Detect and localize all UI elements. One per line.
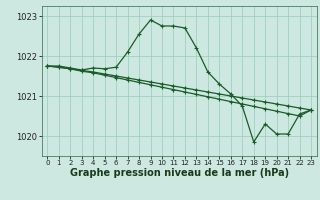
X-axis label: Graphe pression niveau de la mer (hPa): Graphe pression niveau de la mer (hPa) — [70, 168, 289, 178]
